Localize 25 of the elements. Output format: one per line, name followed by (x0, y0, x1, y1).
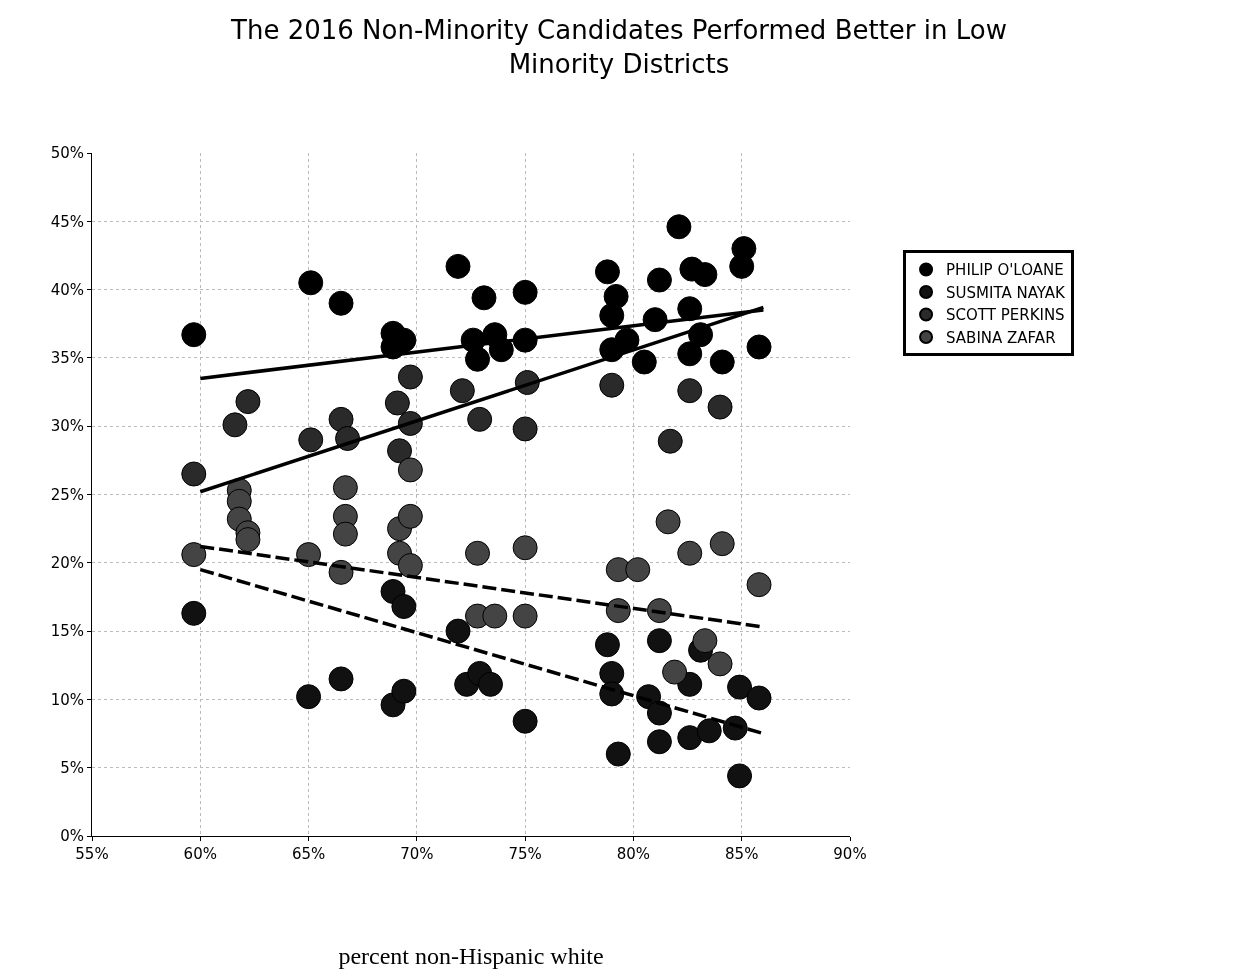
y-tick-label: 50% (50, 144, 84, 163)
legend-label: SABINA ZAFAR (946, 328, 1056, 347)
x-tick-label: 60% (183, 845, 217, 863)
legend-label: PHILIP O'LOANE (946, 261, 1064, 280)
y-tick-label: 10% (50, 690, 84, 709)
y-tick-label: 5% (60, 758, 84, 777)
y-tick-label: 0% (60, 827, 84, 846)
y-tick-label: 15% (50, 622, 84, 641)
y-tick-label: 40% (50, 280, 84, 299)
x-tick-label: 70% (400, 845, 434, 863)
legend-label: SCOTT PERKINS (946, 306, 1065, 325)
x-tick-label: 85% (725, 845, 759, 863)
y-tick-label: 45% (50, 212, 84, 231)
x-axis-title: percent non-Hispanic white (338, 943, 604, 970)
x-tick-label: 90% (833, 845, 867, 863)
y-tick-label: 30% (50, 417, 84, 436)
y-tick-label: 20% (50, 554, 84, 573)
x-tick-label: 80% (616, 845, 651, 863)
legend-label: SUSMITA NAYAK (946, 283, 1067, 302)
x-tick-label: 55% (75, 845, 109, 863)
y-tick-label: 25% (50, 485, 84, 504)
x-tick-label: 75% (508, 845, 542, 863)
y-tick-label: 35% (50, 349, 84, 368)
x-tick-label: 65% (291, 845, 326, 863)
chart-title: The 2016 Non-Minority Candidates Performed Better in Low Minority Districts (230, 15, 1007, 79)
